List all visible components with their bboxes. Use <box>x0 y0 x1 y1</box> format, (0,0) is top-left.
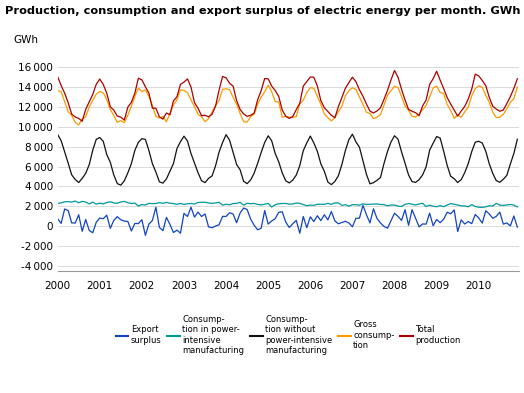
Text: GWh: GWh <box>14 35 39 45</box>
Text: Production, consumption and export surplus of electric energy per month. GWh: Production, consumption and export surpl… <box>5 6 521 16</box>
Legend: Export
surplus, Consump-
tion in power-
intensive
manufacturing, Consump-
tion w: Export surplus, Consump- tion in power- … <box>112 312 464 359</box>
